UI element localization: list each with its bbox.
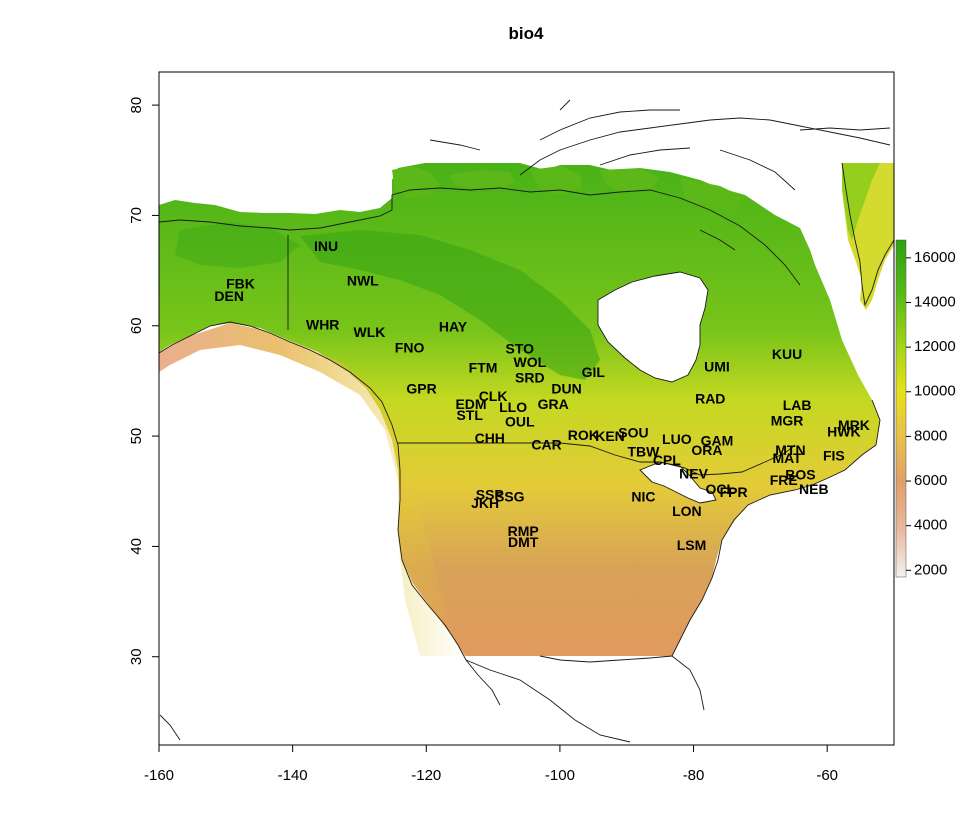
site-label-wlk: WLK: [354, 324, 386, 340]
site-label-chh: CHH: [475, 430, 505, 446]
y-tick-label: 30: [128, 648, 145, 665]
site-label-neb: NEB: [799, 481, 829, 497]
site-label-mgr: MGR: [771, 412, 804, 428]
greenland-coast: [799, 127, 894, 307]
site-label-mtn: MTN: [775, 442, 805, 458]
site-label-srd: SRD: [515, 369, 545, 385]
color-legend: 2000 4000 6000 8000 10000 12000 14000 16000: [895, 239, 956, 578]
coastline-west: [159, 321, 501, 706]
legend-tick-label: 16000: [914, 249, 956, 266]
site-label-car: CAR: [531, 437, 561, 453]
x-tick-label: -120: [411, 767, 441, 784]
site-label-fre: FRE: [770, 472, 798, 488]
site-label-tbw: TBW: [627, 443, 660, 459]
site-label-nic: NIC: [631, 489, 655, 505]
site-label-umi: UMI: [704, 358, 730, 374]
hudson-bay-coast: [597, 271, 709, 383]
west-warm-zone: [159, 323, 465, 656]
legend-tick-label: 14000: [914, 293, 956, 310]
legend-tick-label: 10000: [914, 383, 956, 400]
site-label-luo: LUO: [662, 431, 692, 447]
site-label-fis: FIS: [823, 448, 845, 464]
hudson-bay: [598, 272, 708, 382]
site-label-inu: INU: [314, 238, 338, 254]
site-label-mrk: MRK: [838, 417, 870, 433]
site-label-fno: FNO: [395, 340, 425, 356]
site-label-rok: ROK: [568, 427, 599, 443]
site-label-wol: WOL: [514, 354, 547, 370]
site-label-clk: CLK: [479, 388, 508, 404]
site-label-oul: OUL: [505, 414, 535, 430]
legend-tick-label: 8000: [914, 427, 947, 444]
coastline-east: [671, 399, 881, 657]
x-tick-label: -160: [144, 767, 174, 784]
x-tick-label: -140: [278, 767, 308, 784]
raster-layer: [159, 163, 894, 656]
site-label-gam: GAM: [701, 432, 734, 448]
arctic-islands-outline: [429, 99, 891, 251]
arctic-islands: [392, 166, 745, 212]
site-label-lsm: LSM: [677, 537, 707, 553]
x-axis: -160 -140 -120 -100 -80 -60: [144, 744, 838, 784]
great-lakes: [640, 462, 716, 503]
site-label-den: DEN: [214, 288, 244, 304]
site-label-rad: RAD: [695, 390, 725, 406]
site-label-ken: KEN: [595, 428, 625, 444]
site-label-ocl: OCL: [705, 481, 735, 497]
site-label-lab: LAB: [783, 397, 812, 413]
mexico-outline: [159, 659, 631, 743]
site-label-nev: NEV: [679, 465, 708, 481]
x-tick-label: -100: [545, 767, 575, 784]
legend-colorbar: [895, 239, 907, 578]
site-label-hay: HAY: [439, 319, 468, 335]
legend-tick-label: 12000: [914, 338, 956, 355]
interior-green: [300, 230, 600, 380]
y-tick-label: 50: [128, 428, 145, 445]
site-label-fbk: FBK: [226, 276, 255, 292]
site-label-dmt: DMT: [508, 534, 539, 550]
site-label-ssg: SSG: [495, 489, 525, 505]
y-axis: 30 40 50 60 70 80: [128, 97, 160, 665]
legend-tick-label: 2000: [914, 561, 947, 578]
site-label-jkh: JKH: [471, 495, 499, 511]
site-label-lon: LON: [672, 503, 702, 519]
site-label-hwk: HWK: [827, 423, 860, 439]
interior-green-2: [175, 222, 300, 268]
boundary-lines: [159, 99, 894, 743]
site-label-mat: MAT: [772, 450, 802, 466]
site-label-ssp: SSP: [476, 486, 504, 502]
site-label-fpr: FPR: [720, 484, 748, 500]
y-tick-label: 40: [128, 538, 145, 555]
site-label-rmp: RMP: [508, 523, 539, 539]
site-label-nwl: NWL: [347, 272, 379, 288]
legend-tick-label: 4000: [914, 517, 947, 534]
legend-tick-label: 6000: [914, 472, 947, 489]
site-label-gra: GRA: [538, 396, 569, 412]
y-tick-label: 80: [128, 97, 145, 114]
site-label-llo: LLO: [499, 399, 527, 415]
site-label-stl: STL: [456, 407, 483, 423]
site-label-edm: EDM: [455, 396, 486, 412]
chart-title: bio4: [509, 24, 544, 43]
site-label-sto: STO: [506, 341, 535, 357]
x-tick-label: -80: [683, 767, 705, 784]
site-label-bos: BOS: [785, 467, 815, 483]
site-label-gpr: GPR: [406, 380, 436, 396]
great-lakes-outline: [639, 461, 717, 504]
site-label-whr: WHR: [306, 316, 339, 332]
site-label-kuu: KUU: [772, 346, 802, 362]
site-label-dun: DUN: [551, 380, 581, 396]
site-label-cpl: CPL: [653, 452, 681, 468]
gulf-coast: [539, 655, 705, 711]
y-tick-label: 70: [128, 207, 145, 224]
y-tick-label: 60: [128, 317, 145, 334]
site-label-gil: GIL: [582, 364, 606, 380]
arctic-coast: [159, 187, 801, 286]
x-tick-label: -60: [816, 767, 838, 784]
site-label-ftm: FTM: [469, 359, 498, 375]
site-label-ora: ORA: [691, 442, 722, 458]
site-label-sou: SOU: [618, 425, 648, 441]
